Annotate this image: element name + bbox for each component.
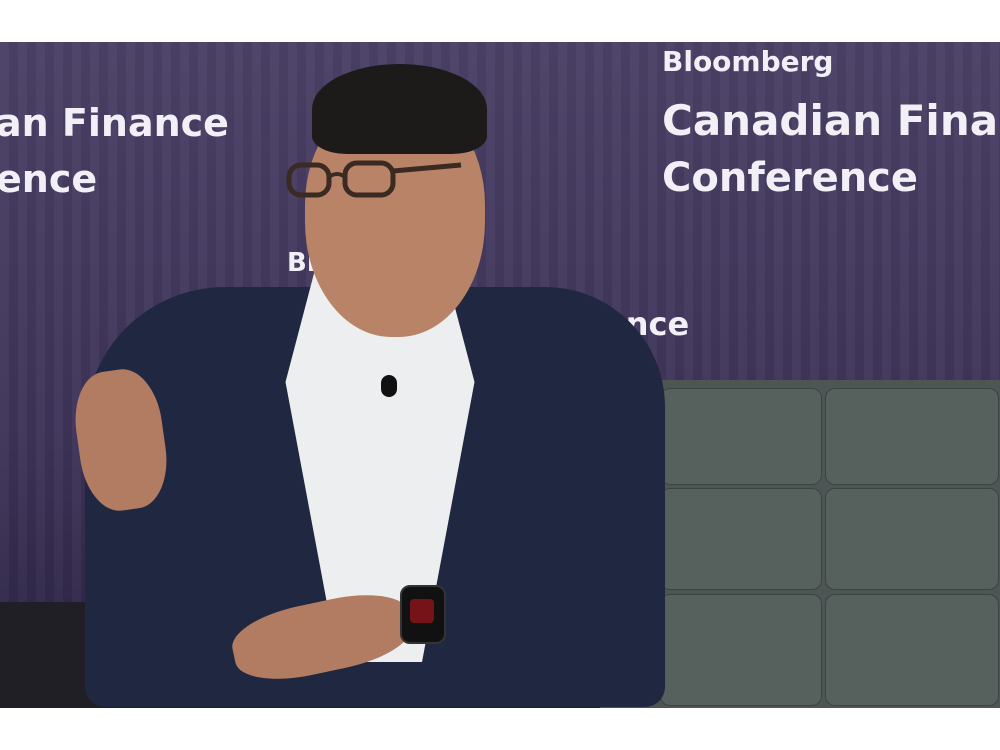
smartwatch — [400, 585, 446, 644]
backdrop-title: Canadian Fina — [662, 96, 999, 145]
lapel-microphone — [381, 375, 397, 397]
backdrop-text: an Finance — [0, 101, 229, 145]
backdrop-text: ence — [0, 157, 98, 201]
sofa — [600, 380, 1000, 708]
backdrop-title: Conference — [662, 155, 919, 201]
glasses-icon — [286, 160, 462, 198]
bloomberg-logo-text: Bloomberg — [662, 45, 834, 78]
speaker-hair — [312, 64, 487, 154]
event-photo: an Finance ence Bloomberg Canadian Fina … — [0, 42, 1000, 708]
